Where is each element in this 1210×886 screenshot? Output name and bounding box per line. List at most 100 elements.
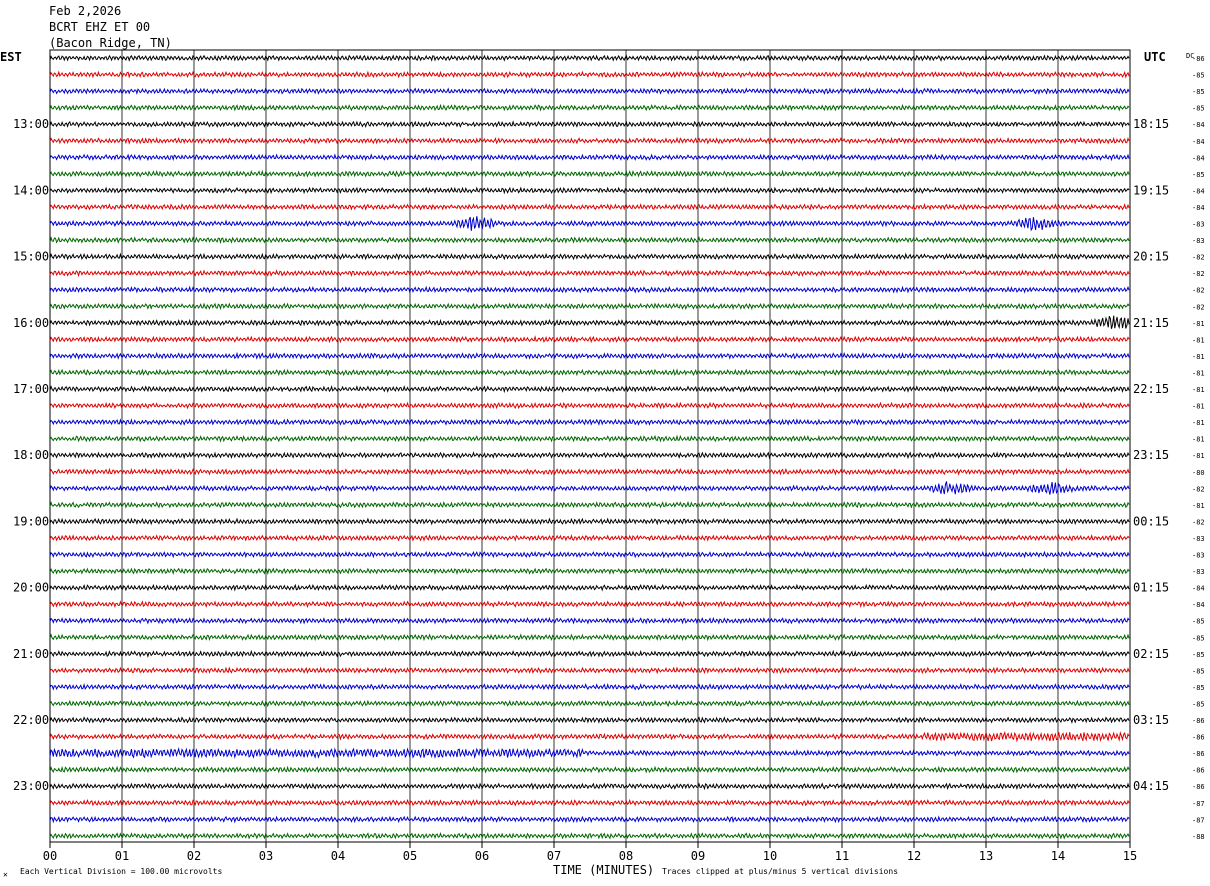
utc-hour-label: 01:15 bbox=[1133, 581, 1169, 595]
x-tick-label: 10 bbox=[763, 849, 777, 863]
chart-date: Feb 2,2026 bbox=[49, 4, 122, 18]
dc-offset-label: -83 bbox=[1192, 221, 1205, 229]
dc-offset-label: -85 bbox=[1192, 634, 1205, 642]
trace-row bbox=[49, 550, 1130, 559]
trace-row bbox=[49, 600, 1130, 609]
est-hour-label: 16:00 bbox=[13, 316, 49, 330]
est-hour-label: 14:00 bbox=[13, 183, 49, 197]
x-tick-label: 03 bbox=[259, 849, 273, 863]
trace-row bbox=[49, 716, 1130, 724]
trace-row bbox=[49, 54, 1130, 62]
trace-row bbox=[49, 335, 1130, 344]
trace-row bbox=[49, 202, 1130, 211]
dc-offset-label: -81 bbox=[1192, 502, 1205, 510]
dc-column-label: DC bbox=[1186, 52, 1194, 60]
trace-row bbox=[49, 583, 1130, 592]
est-hour-label: 13:00 bbox=[13, 117, 49, 131]
axis-labels: EST UTC DC TIME (MINUTES) 00 01 02 03 04 05 06… bbox=[0, 50, 1205, 877]
trace-row bbox=[49, 699, 1130, 708]
dc-offset-label: -81 bbox=[1192, 336, 1205, 344]
trace-row bbox=[49, 666, 1130, 675]
plot-frame bbox=[49, 49, 1131, 843]
dc-offset-label: -84 bbox=[1192, 601, 1205, 609]
x-tick-label: 07 bbox=[547, 849, 561, 863]
dc-offset-label: -84 bbox=[1192, 204, 1205, 212]
trace-row bbox=[49, 136, 1130, 145]
dc-offset-label: -86 bbox=[1192, 783, 1205, 791]
trace-row bbox=[49, 153, 1130, 162]
trace-row bbox=[49, 302, 1130, 311]
x-tick-label: 08 bbox=[619, 849, 633, 863]
dc-offset-label: -88 bbox=[1192, 833, 1205, 841]
trace-row bbox=[49, 252, 1130, 261]
dc-offset-label: -82 bbox=[1192, 270, 1205, 278]
x-tick-label: 14 bbox=[1051, 849, 1065, 863]
dc-offset-label: -85 bbox=[1192, 105, 1205, 113]
dc-offset-label: -86 bbox=[1192, 717, 1205, 725]
dc-offset-label: -82 bbox=[1192, 518, 1205, 526]
dc-offset-label: -84 bbox=[1192, 121, 1205, 129]
trace-row bbox=[49, 567, 1130, 576]
trace-row bbox=[49, 730, 1130, 743]
trace-row bbox=[49, 285, 1130, 294]
dc-offset-label: -82 bbox=[1192, 485, 1205, 493]
trace-row bbox=[49, 269, 1130, 278]
utc-hour-label: 00:15 bbox=[1133, 514, 1169, 528]
dc-offset-label: -82 bbox=[1192, 303, 1205, 311]
utc-axis-label: UTC bbox=[1144, 50, 1166, 64]
dc-offset-label: -81 bbox=[1192, 403, 1205, 411]
x-tick-label: 01 bbox=[115, 849, 129, 863]
dc-offset-label: -85 bbox=[1192, 651, 1205, 659]
utc-hour-label: 22:15 bbox=[1133, 382, 1169, 396]
x-axis-title: TIME (MINUTES) bbox=[553, 863, 654, 877]
dc-offset-label: -85 bbox=[1192, 700, 1205, 708]
trace-row bbox=[49, 351, 1130, 360]
utc-hour-label: 23:15 bbox=[1133, 448, 1169, 462]
dc-offset-label: -81 bbox=[1192, 452, 1205, 460]
dc-offset-label: -81 bbox=[1192, 369, 1205, 377]
dc-offset-label: -83 bbox=[1192, 552, 1205, 560]
trace-row bbox=[49, 418, 1130, 427]
x-tick-label: 13 bbox=[979, 849, 993, 863]
dc-offset-label: -81 bbox=[1192, 353, 1205, 361]
est-hour-label: 17:00 bbox=[13, 382, 49, 396]
dc-offset-label: -85 bbox=[1192, 88, 1205, 96]
dc-offset-label: -86 bbox=[1192, 750, 1205, 758]
dc-offset-label: -87 bbox=[1192, 816, 1205, 824]
utc-hour-label: 04:15 bbox=[1133, 779, 1169, 793]
dc-offset-label: -84 bbox=[1192, 585, 1205, 593]
station-location: (Bacon Ridge, TN) bbox=[49, 36, 172, 50]
dc-offset-label: -82 bbox=[1192, 254, 1205, 262]
trace-row bbox=[49, 815, 1130, 824]
utc-hour-label: 21:15 bbox=[1133, 316, 1169, 330]
trace-row bbox=[49, 517, 1130, 526]
dc-offset-label: -86 bbox=[1192, 767, 1205, 775]
utc-hour-label: 19:15 bbox=[1133, 183, 1169, 197]
trace-row bbox=[49, 169, 1130, 178]
dc-offset-label: -86 bbox=[1192, 55, 1205, 63]
trace-row bbox=[49, 120, 1130, 129]
est-hour-label: 18:00 bbox=[13, 448, 49, 462]
dc-offset-label: -81 bbox=[1192, 419, 1205, 427]
x-tick-label: 00 bbox=[43, 849, 57, 863]
trace-row bbox=[49, 500, 1130, 509]
trace-row bbox=[49, 467, 1130, 476]
x-tick-label: 06 bbox=[475, 849, 489, 863]
dc-offset-label: -80 bbox=[1192, 469, 1205, 477]
trace-row bbox=[49, 746, 1130, 759]
dc-offset-label: -81 bbox=[1192, 386, 1205, 394]
trace-row bbox=[49, 649, 1130, 658]
trace-row bbox=[49, 481, 1130, 495]
dc-offset-label: -83 bbox=[1192, 535, 1205, 543]
est-axis-label: EST bbox=[0, 50, 22, 64]
est-hour-label: 20:00 bbox=[13, 581, 49, 595]
trace-row bbox=[49, 798, 1130, 807]
x-tick-label: 12 bbox=[907, 849, 921, 863]
trace-row bbox=[49, 682, 1130, 691]
trace-row bbox=[49, 401, 1130, 410]
trace-row bbox=[49, 782, 1130, 791]
x-tick-label: 09 bbox=[691, 849, 705, 863]
scale-icon: ✕ bbox=[3, 870, 8, 879]
dc-offset-label: -84 bbox=[1192, 138, 1205, 146]
